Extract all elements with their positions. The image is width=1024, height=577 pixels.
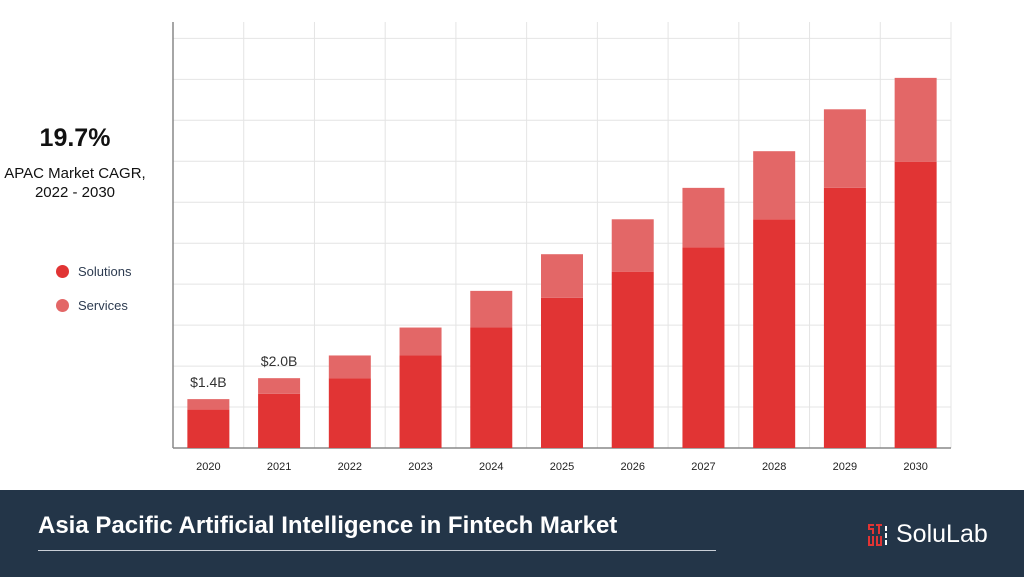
x-tick-label: 2023 <box>408 461 432 473</box>
legend-dot-icon <box>56 265 69 278</box>
x-tick-label: 2030 <box>903 461 927 473</box>
x-tick-label: 2028 <box>762 461 786 473</box>
bar-services-2030 <box>894 77 937 162</box>
data-label: $2.0B <box>261 353 298 369</box>
x-tick-label: 2022 <box>338 461 362 473</box>
banner-divider <box>38 550 716 551</box>
bar-solutions-2023 <box>399 355 442 448</box>
legend-dot-icon <box>56 299 69 312</box>
banner-title: Asia Pacific Artificial Intelligence in … <box>38 512 618 539</box>
bar-services-2023 <box>399 327 442 356</box>
bar-services-2027 <box>682 187 725 248</box>
cagr-label-line2: 2022 - 2030 <box>34 184 116 201</box>
solulab-logo: SoluLab <box>868 520 988 549</box>
x-tick-label: 2027 <box>691 461 715 473</box>
logo-text: SoluLab <box>896 520 988 548</box>
bar-services-2028 <box>753 151 796 220</box>
bar-solutions-2020 <box>187 409 230 448</box>
cagr-label-line1: APAC Market CAGR, <box>4 165 146 182</box>
bar-solutions-2030 <box>894 161 937 449</box>
legend-item-solutions: Solutions <box>56 264 131 279</box>
cagr-label: APAC Market CAGR, 2022 - 2030 <box>0 164 150 202</box>
legend-label: Services <box>78 298 128 313</box>
stacked-bar-chart: 2020 $1.4B 2021 $2.0B 2022 2023 2024 2025 2026 20… <box>172 22 952 473</box>
bar-services-2020 <box>187 399 230 410</box>
legend-item-services: Services <box>56 298 128 313</box>
cagr-value: 19.7% <box>39 124 111 152</box>
title-banner: Asia Pacific Artificial Intelligence in … <box>0 490 1024 577</box>
bar-services-2022 <box>328 355 371 379</box>
x-tick-label: 2024 <box>479 461 503 473</box>
x-tick-label: 2029 <box>833 461 857 473</box>
bar-solutions-2024 <box>470 327 513 448</box>
bar-services-2024 <box>470 290 513 328</box>
bar-services-2029 <box>823 109 866 188</box>
solulab-logo-icon <box>868 523 887 546</box>
data-label: $1.4B <box>190 374 227 390</box>
bar-solutions-2025 <box>541 297 583 448</box>
bar-solutions-2021 <box>258 393 301 448</box>
x-tick-label: 2020 <box>196 461 220 473</box>
bar-solutions-2022 <box>328 378 371 448</box>
bar-solutions-2029 <box>823 187 866 448</box>
bar-services-2021 <box>258 378 301 394</box>
x-tick-label: 2026 <box>620 461 644 473</box>
bar-services-2026 <box>611 219 654 272</box>
bar-solutions-2028 <box>753 219 796 448</box>
bar-solutions-2027 <box>682 247 725 448</box>
x-tick-label: 2021 <box>267 461 291 473</box>
legend-label: Solutions <box>78 264 132 279</box>
bar-solutions-2026 <box>611 271 654 448</box>
x-tick-label: 2025 <box>550 461 574 473</box>
bar-services-2025 <box>541 254 583 298</box>
